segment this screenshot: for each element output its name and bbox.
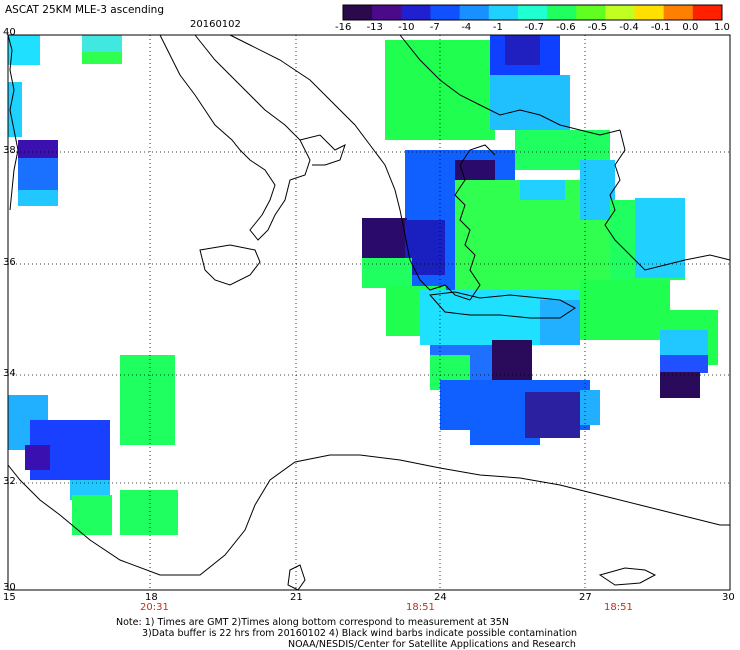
coastlines — [7, 34, 731, 591]
colorbar-swatch — [517, 5, 548, 20]
map-date: 20160102 — [190, 19, 241, 30]
colorbar-swatch — [692, 5, 723, 20]
lon-label: 21 — [290, 592, 303, 603]
colorbar-label: -13 — [366, 22, 383, 33]
colorbar-swatch — [372, 5, 402, 20]
map-frame — [7, 34, 731, 591]
pass-time-label: 18:51 — [604, 602, 633, 613]
colorbar-label: -0.5 — [587, 22, 608, 33]
colorbar-label: -4 — [461, 22, 472, 33]
note-line-3: NOAA/NESDIS/Center for Satellite Applica… — [288, 639, 576, 650]
colorbar-label: -0.7 — [524, 22, 545, 33]
lat-label: 32 — [3, 476, 16, 487]
mle-data-swaths — [8, 35, 718, 535]
colorbar-label: -0.6 — [556, 22, 576, 33]
map-title: ASCAT 25KM MLE-3 ascending — [5, 4, 164, 16]
colorbar-label: -0.1 — [650, 22, 671, 33]
colorbar — [342, 4, 723, 21]
colorbar-label: -1 — [492, 22, 503, 33]
lat-label: 40 — [3, 27, 16, 38]
colorbar-swatch — [430, 5, 461, 20]
colorbar-label: -10 — [398, 22, 415, 33]
lon-label: 27 — [579, 592, 592, 603]
colorbar-swatch — [401, 5, 431, 20]
lon-label: 24 — [434, 592, 447, 603]
lon-label: 15 — [3, 592, 16, 603]
colorbar-swatch — [547, 5, 577, 20]
pass-time-label: 20:31 — [140, 602, 169, 613]
colorbar-swatch — [488, 5, 519, 20]
pass-time-label: 18:51 — [406, 602, 435, 613]
lat-label: 34 — [3, 368, 16, 379]
colorbar-swatch — [343, 5, 373, 20]
colorbar-label: -7 — [429, 22, 440, 33]
colorbar-swatch — [663, 5, 694, 20]
lat-label: 30 — [3, 582, 16, 593]
lon-label: 18 — [145, 592, 158, 603]
colorbar-label: -0.4 — [619, 22, 639, 33]
lat-label: 38 — [3, 145, 16, 156]
note-line-2: 3)Data buffer is 22 hrs from 20160102 4)… — [142, 628, 578, 639]
lat-label: 36 — [3, 257, 16, 268]
colorbar-swatch — [634, 5, 665, 20]
graticule — [8, 35, 730, 590]
colorbar-swatch — [576, 5, 606, 20]
colorbar-frame — [342, 4, 723, 21]
colorbar-swatch — [605, 5, 636, 20]
colorbar-label: 1.0 — [714, 22, 730, 33]
colorbar-label: -16 — [335, 22, 352, 33]
colorbar-swatch — [459, 5, 490, 20]
colorbar-label: 0.0 — [682, 22, 699, 33]
note-line-1: Note: 1) Times are GMT 2)Times along bot… — [116, 617, 509, 628]
lon-label: 30 — [722, 592, 735, 603]
